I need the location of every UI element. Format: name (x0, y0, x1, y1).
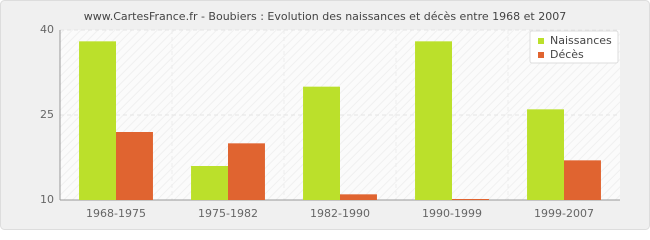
x-tick-label: 1990-1999 (422, 207, 482, 220)
bar (191, 166, 228, 200)
bar (452, 199, 489, 200)
y-tick-label: 40 (40, 23, 54, 36)
chart-title: www.CartesFrance.fr - Boubiers : Evoluti… (84, 10, 566, 23)
x-tick-label: 1999-2007 (534, 207, 594, 220)
bar (116, 132, 153, 200)
bar (228, 143, 265, 200)
x-tick-label: 1968-1975 (86, 207, 146, 220)
legend-box (529, 30, 619, 64)
bar (303, 86, 340, 200)
legend-label: Décès (550, 48, 584, 61)
bar (340, 194, 377, 200)
legend-label: Naissances (550, 34, 612, 47)
x-tick-label: 1982-1990 (310, 207, 370, 220)
y-tick-label: 10 (40, 193, 54, 206)
bar (527, 109, 564, 200)
y-tick-label: 25 (40, 108, 54, 121)
bar (415, 41, 452, 201)
x-tick-label: 1975-1982 (198, 207, 258, 220)
chart: www.CartesFrance.fr - Boubiers : Evoluti… (0, 0, 650, 230)
bar (564, 160, 601, 200)
legend-swatch (538, 52, 544, 58)
bar (79, 41, 116, 201)
legend-swatch (538, 38, 544, 44)
